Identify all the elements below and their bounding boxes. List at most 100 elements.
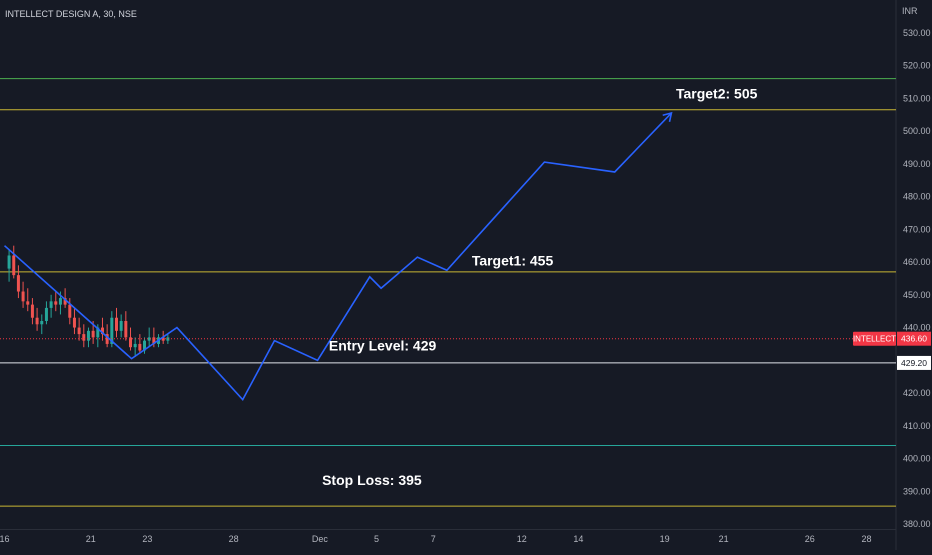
candle <box>30 298 34 325</box>
candle-body <box>119 321 123 331</box>
x-tick-label: 5 <box>374 534 379 544</box>
candle <box>147 327 151 348</box>
currency-label: INR <box>902 6 918 16</box>
candle <box>86 327 90 348</box>
y-tick-label: 390.00 <box>903 486 931 496</box>
price-tag-box <box>897 331 931 346</box>
horizontal-lines-layer <box>0 78 896 507</box>
y-tick-label: 440.00 <box>903 323 931 333</box>
x-tick-label: 7 <box>431 534 436 544</box>
y-tick-label: 480.00 <box>903 192 931 202</box>
annotation-label: Stop Loss: 395 <box>322 472 422 488</box>
candle <box>72 307 76 335</box>
candle-body <box>68 304 72 318</box>
candle <box>68 298 72 325</box>
y-tick-label: 450.00 <box>903 290 931 300</box>
x-tick-label: 28 <box>229 534 239 544</box>
x-tick-label: 14 <box>573 534 583 544</box>
price-tag-text: 436.60 <box>901 334 927 344</box>
candle-body <box>30 304 34 318</box>
x-tick-label: 26 <box>805 534 815 544</box>
x-tick-label: 16 <box>0 534 10 544</box>
candle-body <box>100 327 104 335</box>
x-tick-label: 19 <box>660 534 670 544</box>
candle <box>49 294 53 318</box>
candle <box>26 288 30 312</box>
candle-body <box>161 337 165 341</box>
y-tick-label: 490.00 <box>903 159 931 169</box>
candle-body <box>21 291 25 302</box>
y-tick-label: 520.00 <box>903 61 931 71</box>
candle-body <box>128 337 132 348</box>
y-tick-label: 380.00 <box>903 519 931 529</box>
x-tick-label: 12 <box>517 534 527 544</box>
y-tick-label: 460.00 <box>903 257 931 267</box>
y-tick-label: 500.00 <box>903 126 931 136</box>
candle-body <box>86 330 90 341</box>
annotation-label: Target2: 505 <box>676 85 758 101</box>
candle-body <box>72 317 76 328</box>
candle <box>124 311 128 341</box>
y-tick-label: 470.00 <box>903 224 931 234</box>
candle-body <box>58 298 62 305</box>
entry-level-tag: 429.20 <box>897 355 931 370</box>
y-tick-label: 410.00 <box>903 421 931 431</box>
candle-body <box>44 307 48 322</box>
candle <box>143 337 147 354</box>
candle-body <box>26 301 30 305</box>
y-tick-label: 530.00 <box>903 28 931 38</box>
candle <box>166 334 170 344</box>
x-tick-label: 21 <box>719 534 729 544</box>
projection-arrow-head <box>662 111 673 122</box>
level-tag-box <box>897 355 931 370</box>
candle <box>114 307 118 338</box>
candle <box>100 317 104 341</box>
candle-body <box>12 255 16 276</box>
candle <box>7 248 11 282</box>
candle <box>12 245 16 279</box>
symbol-tag-box <box>853 331 896 346</box>
y-tick-label: 420.00 <box>903 388 931 398</box>
x-tick-label: 23 <box>142 534 152 544</box>
candle-body <box>91 330 95 338</box>
candle <box>138 334 142 354</box>
candle <box>63 288 67 308</box>
y-tick-label: 400.00 <box>903 454 931 464</box>
candle <box>105 324 109 348</box>
candle-body <box>82 334 86 341</box>
candle-body <box>77 327 81 335</box>
candle <box>16 265 20 299</box>
price-tags-layer: INTELLECT 436.60 429.20 <box>853 331 931 370</box>
annotations-layer: Target2: 505 Target1: 455 Entry Level: 429… <box>322 85 758 488</box>
candle <box>119 314 123 338</box>
candle-body <box>110 317 114 344</box>
candle <box>35 307 39 331</box>
candle <box>77 317 81 341</box>
annotation-label: Target1: 455 <box>472 252 554 268</box>
candle-body <box>152 337 156 344</box>
y-tick-label: 510.00 <box>903 93 931 103</box>
projection-layer <box>4 111 673 401</box>
time-axis[interactable]: 16 21 23 28 Dec 5 7 12 14 19 21 26 28 <box>0 534 872 544</box>
candle <box>82 324 86 348</box>
candle-body <box>105 334 109 344</box>
candle-body <box>40 321 44 325</box>
x-tick-label: Dec <box>312 534 329 544</box>
level-tag-text: 429.20 <box>901 358 927 368</box>
x-tick-label: 28 <box>862 534 872 544</box>
candle <box>21 281 25 308</box>
candle <box>133 337 137 358</box>
candle-body <box>166 337 170 341</box>
candle-body <box>63 298 67 305</box>
symbol-title: INTELLECT DESIGN A, 30, NSE <box>5 9 137 19</box>
candle <box>44 301 48 325</box>
projection-path <box>4 112 673 401</box>
candle <box>54 291 58 312</box>
symbol-tag-text: INTELLECT <box>853 335 896 344</box>
candle-body <box>35 317 39 325</box>
candle-body <box>16 275 20 292</box>
candle-body <box>54 301 58 305</box>
